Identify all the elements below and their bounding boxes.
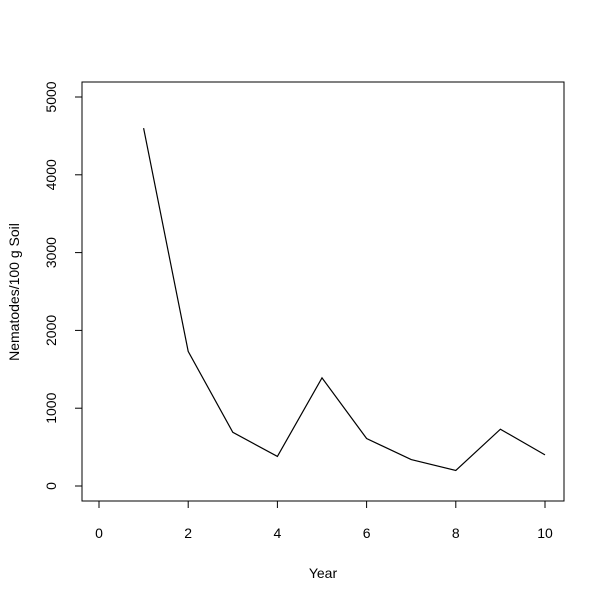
x-axis: 0 2 4 6 8 10 — [95, 500, 553, 541]
y-axis: 0 1000 2000 3000 4000 5000 — [43, 81, 83, 490]
y-tick-label-3000: 3000 — [43, 237, 59, 268]
y-axis-label: Nematodes/100 g Soil — [6, 223, 22, 361]
x-axis-label: Year — [309, 565, 338, 581]
x-tick-label-4: 4 — [274, 525, 282, 541]
y-tick-label-1000: 1000 — [43, 392, 59, 423]
y-tick-label-5000: 5000 — [43, 81, 59, 112]
x-tick-label-8: 8 — [452, 525, 460, 541]
x-tick-label-10: 10 — [537, 525, 553, 541]
y-tick-label-2000: 2000 — [43, 315, 59, 346]
y-tick-label-0: 0 — [43, 482, 59, 490]
series-layer — [143, 128, 546, 472]
plot-frame — [81, 81, 565, 502]
x-tick-label-2: 2 — [184, 525, 192, 541]
x-tick-label-0: 0 — [95, 525, 103, 541]
series-line-0 — [143, 128, 546, 472]
x-tick-label-6: 6 — [363, 525, 371, 541]
y-tick-label-4000: 4000 — [43, 159, 59, 190]
